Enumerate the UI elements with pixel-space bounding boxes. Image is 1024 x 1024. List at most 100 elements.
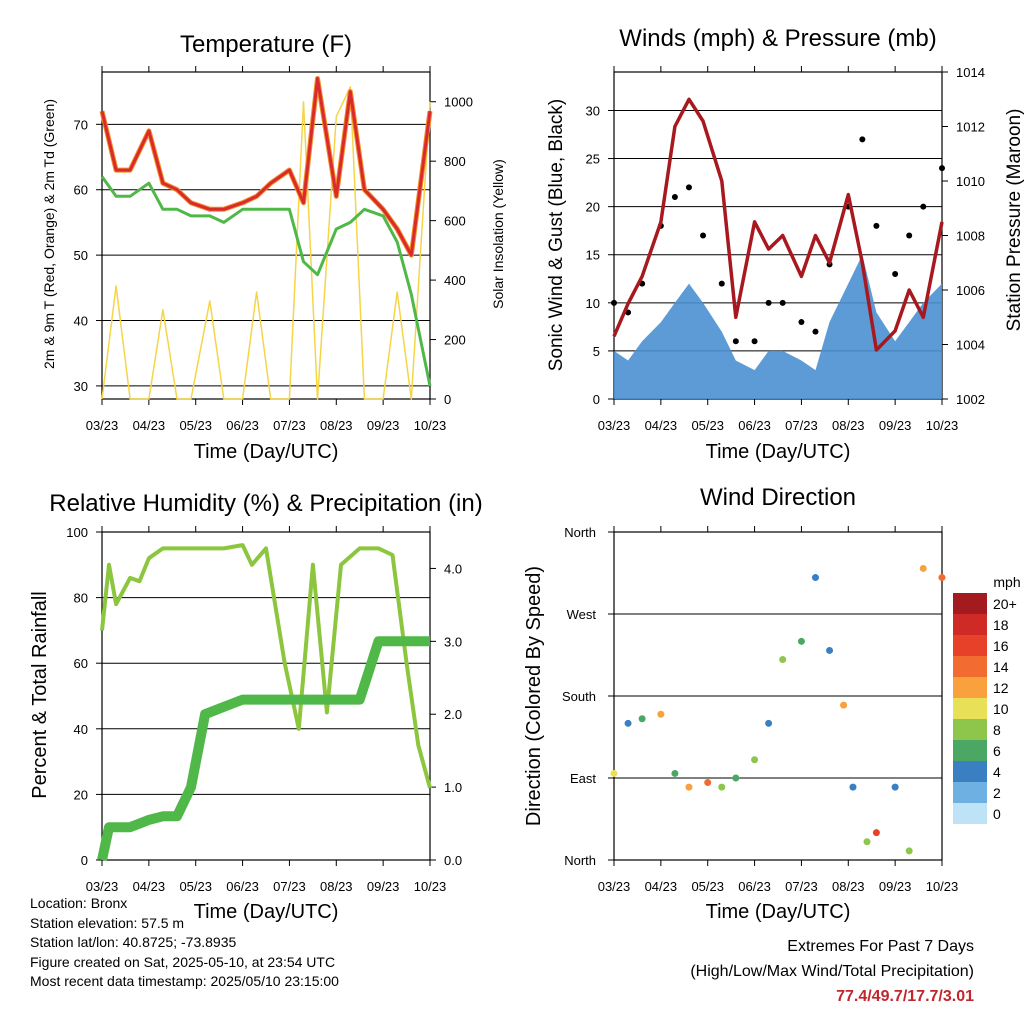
temperature-frame: [101, 71, 431, 400]
gust-point: [892, 270, 899, 277]
winds-xtick-label: 08/23: [832, 418, 865, 433]
temperature-y2tick-label: 1000: [444, 95, 473, 110]
gust-point: [685, 184, 692, 191]
humidity-xlabel: Time (Day/UTC): [194, 901, 339, 923]
gust-point: [906, 232, 913, 239]
temperature-xtick-label: 06/23: [226, 418, 259, 433]
temperature-xtick-label: 09/23: [367, 418, 400, 433]
humidity-ylabel-left: Percent & Total Rainfall: [29, 591, 51, 799]
direction-ytick-label: North: [564, 853, 596, 868]
legend-label: 16: [993, 638, 1009, 654]
extremes-box: Extremes For Past 7 Days (High/Low/Max W…: [690, 934, 974, 1009]
humidity-xtick-label: 10/23: [414, 879, 447, 894]
temperature-ytick-label: 50: [74, 248, 88, 263]
station-info: Location: Bronx Station elevation: 57.5 …: [30, 894, 339, 992]
winds-xtick-label: 05/23: [691, 418, 724, 433]
direction-point: [905, 847, 913, 855]
direction-point: [704, 779, 712, 787]
humidity-xtick-label: 08/23: [320, 879, 353, 894]
winds-xtick-label: 09/23: [879, 418, 912, 433]
winds-ytick-label: 15: [586, 248, 600, 263]
direction-point: [751, 756, 759, 764]
legend-swatch: [953, 677, 987, 698]
gust-point: [671, 194, 678, 201]
legend-label: 2: [993, 785, 1001, 801]
direction-point: [638, 715, 646, 723]
temperature-y2tick-label: 800: [444, 154, 466, 169]
temperature-xlabel: Time (Day/UTC): [194, 441, 339, 463]
humidity-frame: [101, 531, 431, 861]
direction-point: [765, 719, 773, 727]
location-text: Location: Bronx: [30, 895, 128, 911]
winds-y2tick-label: 1012: [956, 120, 985, 135]
direction-point: [872, 829, 880, 837]
direction-point: [610, 769, 618, 777]
station-pressure-series: [612, 97, 944, 352]
legend-label: 14: [993, 659, 1009, 675]
temperature-ytick-label: 60: [74, 183, 88, 198]
direction-point: [797, 637, 805, 645]
temperature-9m-series: [99, 76, 433, 258]
extremes-values: 77.4/49.7/17.7/3.01: [836, 988, 974, 1005]
gust-point: [920, 203, 927, 210]
direction-point: [685, 783, 693, 791]
temperature-xtick-label: 03/23: [86, 418, 119, 433]
humidity-ytick-label: 60: [74, 656, 88, 671]
gust-point: [765, 299, 772, 306]
total-precipitation-series: [97, 636, 430, 862]
humidity-y2tick-label: 4.0: [444, 561, 462, 576]
winds-ytick-label: 5: [593, 344, 600, 359]
temperature-y2tick-label: 200: [444, 333, 466, 348]
direction-xtick-label: 09/23: [879, 879, 912, 894]
temperature-xtick-label: 07/23: [273, 418, 306, 433]
winds-title: Winds (mph) & Pressure (mb): [619, 25, 936, 52]
temperature-xtick-label: 04/23: [133, 418, 166, 433]
latlon-text: Station lat/lon: 40.8725; -73.8935: [30, 934, 237, 950]
humidity-y2tick-label: 0.0: [444, 853, 462, 868]
winds-ylabel-right: Station Pressure (Maroon): [1004, 109, 1024, 332]
winds-y2tick-label: 1014: [956, 65, 985, 80]
gust-point: [873, 222, 880, 229]
legend-label: 18: [993, 617, 1009, 633]
gust-point: [751, 338, 758, 345]
direction-point: [671, 769, 679, 777]
humidity-xtick-label: 09/23: [367, 879, 400, 894]
recent-text: Most recent data timestamp: 2025/05/10 2…: [30, 973, 339, 989]
direction-point: [919, 564, 927, 572]
temperature-ytick-label: 70: [74, 117, 88, 132]
humidity-ytick-label: 20: [74, 787, 88, 802]
direction-ytick-label: South: [562, 689, 596, 704]
winds-y2tick-label: 1010: [956, 174, 985, 189]
winds-y2tick-label: 1004: [956, 338, 985, 353]
direction-ytick-label: East: [570, 771, 596, 786]
winds-ytick-label: 25: [586, 152, 600, 167]
direction-xlabel: Time (Day/UTC): [706, 901, 851, 923]
legend-swatch: [953, 593, 987, 614]
temperature-y2tick-label: 400: [444, 273, 466, 288]
temperature-xtick-label: 08/23: [320, 418, 353, 433]
dewpoint-series: [100, 175, 432, 387]
direction-xtick-label: 06/23: [738, 879, 771, 894]
winds-ytick-label: 30: [586, 103, 600, 118]
temperature-ylabel-right: Solar Insolation (Yellow): [490, 159, 506, 309]
humidity-xtick-label: 07/23: [273, 879, 306, 894]
direction-xtick-label: 08/23: [832, 879, 865, 894]
winds-ytick-label: 10: [586, 296, 600, 311]
humidity-y2tick-label: 3.0: [444, 634, 462, 649]
temperature-ytick-label: 40: [74, 314, 88, 329]
humidity-xtick-label: 03/23: [86, 879, 119, 894]
legend-label: 0: [993, 806, 1001, 822]
direction-point: [657, 710, 665, 718]
legend-label: 20+: [993, 596, 1017, 612]
winds-xtick-label: 03/23: [598, 418, 631, 433]
humidity-xtick-label: 04/23: [133, 879, 166, 894]
humidity-title: Relative Humidity (%) & Precipitation (i…: [49, 490, 482, 517]
winds-xtick-label: 07/23: [785, 418, 818, 433]
legend-swatch: [953, 782, 987, 803]
temperature-xtick-label: 10/23: [414, 418, 447, 433]
direction-title: Wind Direction: [700, 484, 856, 511]
gust-point: [798, 319, 805, 326]
legend-swatch: [953, 803, 987, 824]
winds-xtick-label: 10/23: [926, 418, 959, 433]
direction-point: [938, 574, 946, 582]
